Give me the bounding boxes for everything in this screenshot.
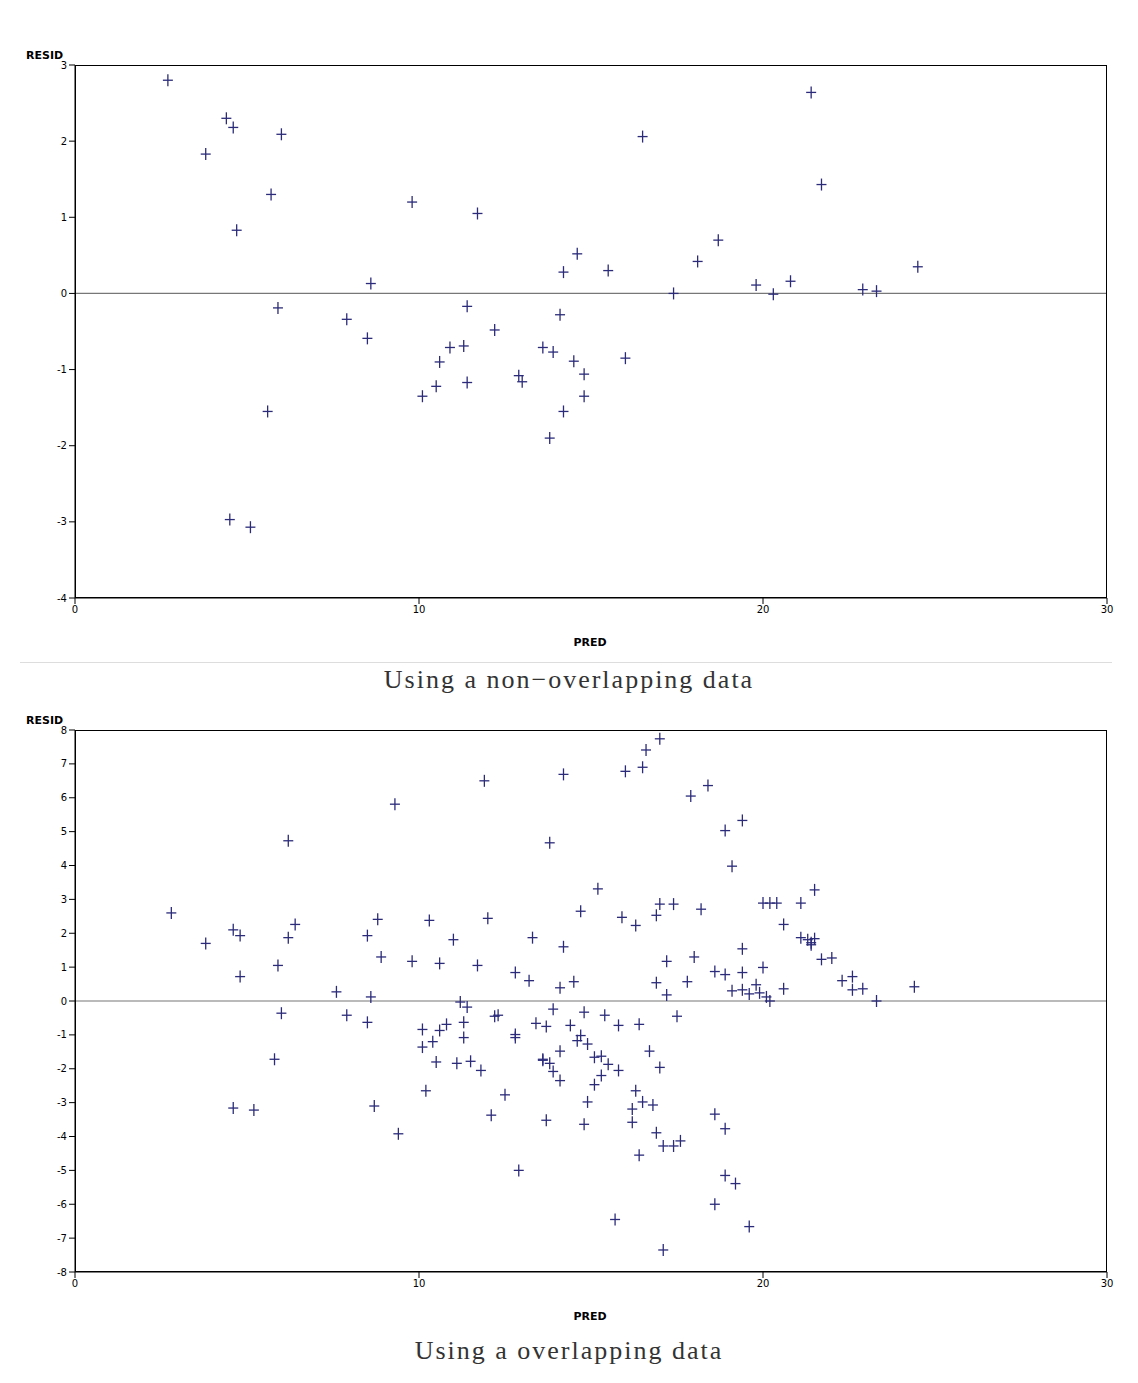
svg-text:-3: -3 (57, 1097, 67, 1108)
svg-text:-2: -2 (57, 1063, 67, 1074)
svg-text:0: 0 (72, 1278, 78, 1289)
svg-text:0: 0 (61, 996, 67, 1007)
svg-text:20: 20 (757, 604, 770, 615)
svg-text:-6: -6 (57, 1199, 67, 1210)
html-text:RESID: RESID (26, 714, 64, 727)
svg-text:2: 2 (61, 136, 67, 147)
svg-text:-4: -4 (57, 1131, 67, 1142)
svg-text:10: 10 (413, 604, 426, 615)
svg-text:-1: -1 (57, 364, 67, 375)
svg-text:0: 0 (72, 604, 78, 615)
html-text:Using a overlapping data: Using a overlapping data (414, 1336, 724, 1365)
svg-text:7: 7 (61, 758, 67, 769)
svg-text:3: 3 (61, 894, 67, 905)
html-text:RESID: RESID (26, 49, 64, 62)
svg-text:30: 30 (1101, 1278, 1114, 1289)
html-text:PRED: PRED (573, 1310, 607, 1323)
svg-text:10: 10 (413, 1278, 426, 1289)
svg-text:5: 5 (61, 826, 67, 837)
svg-text:-5: -5 (57, 1165, 67, 1176)
svg-text:30: 30 (1101, 604, 1114, 615)
svg-text:3: 3 (60, 59, 67, 71)
html-text:PRED: PRED (573, 636, 607, 649)
svg-text:-8: -8 (57, 1267, 67, 1278)
svg-text:4: 4 (61, 860, 67, 871)
svg-text:-4: -4 (57, 593, 67, 604)
svg-text:20: 20 (757, 1278, 770, 1289)
svg-text:-3: -3 (57, 516, 67, 527)
html-text:Using a non−overlapping data: Using a non−overlapping data (383, 665, 755, 694)
svg-text:6: 6 (61, 792, 67, 803)
svg-text:8: 8 (60, 724, 67, 736)
svg-text:1: 1 (61, 212, 67, 223)
svg-text:-2: -2 (57, 440, 67, 451)
svg-text:-1: -1 (57, 1029, 67, 1040)
svg-text:0: 0 (61, 288, 67, 299)
svg-text:-7: -7 (57, 1233, 67, 1244)
svg-text:2: 2 (61, 928, 67, 939)
svg-text:1: 1 (61, 962, 67, 973)
